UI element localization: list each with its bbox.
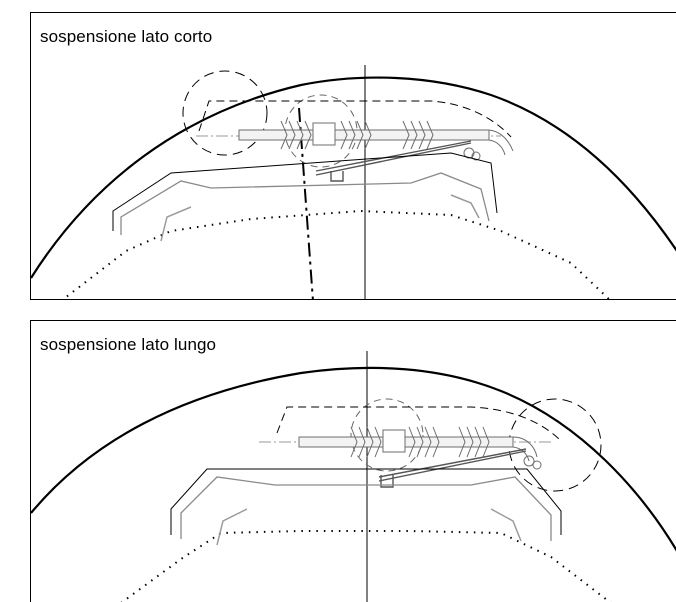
- panel-title-long: sospensione lato lungo: [40, 335, 217, 354]
- vehicle-inner-outline: [180, 476, 552, 541]
- insulator-assembly: [238, 120, 514, 161]
- cantilever-arm: [378, 448, 527, 488]
- clearance-circle-left: [182, 70, 268, 156]
- dashed-envelope: [198, 100, 512, 138]
- vehicle-outline: [170, 468, 562, 535]
- vehicle-step: [160, 194, 480, 242]
- vehicle-outline: [112, 152, 498, 231]
- cantilever-arm: [315, 140, 472, 182]
- dashed-envelope: [276, 406, 562, 442]
- insulator-assembly: [298, 426, 542, 470]
- tunnel-profile: [31, 366, 676, 552]
- panel-short-side: sospensione lato corto: [30, 12, 676, 300]
- long-side-drawing: [31, 351, 676, 602]
- panel-long-side: sospensione lato lungo: [30, 320, 676, 602]
- panel-title-short: sospensione lato corto: [40, 27, 213, 46]
- clearance-circle-mid: [350, 398, 424, 472]
- short-side-drawing: [31, 65, 676, 299]
- vehicle-inner-outline: [120, 172, 490, 235]
- dotted-profile: [120, 530, 612, 602]
- tunnel-profile: [31, 76, 676, 279]
- vehicle-step: [216, 508, 522, 546]
- dotted-profile: [61, 209, 611, 299]
